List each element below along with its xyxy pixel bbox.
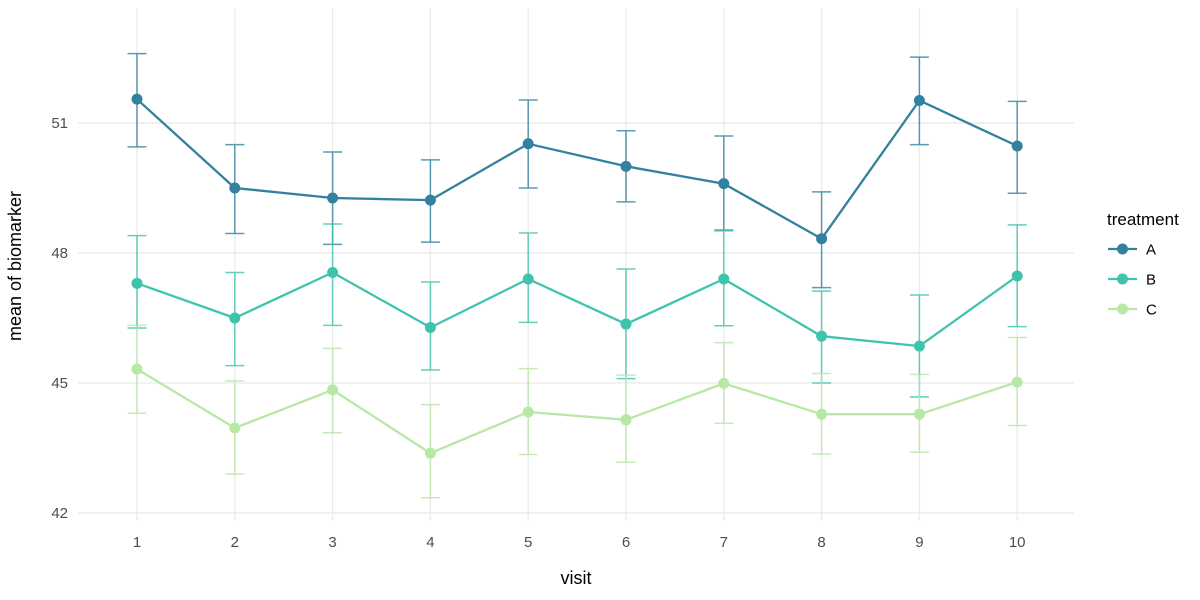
series-line (136, 271, 1018, 348)
data-point (131, 277, 143, 289)
y-tick-label: 42 (51, 505, 68, 522)
y-tick-label: 51 (51, 115, 68, 132)
legend-key-point (1117, 303, 1128, 315)
legend-item-label: B (1146, 271, 1156, 288)
data-point (913, 340, 925, 352)
data-point (327, 266, 339, 278)
legend-key-point (1117, 243, 1128, 255)
data-point (522, 138, 534, 150)
data-point (424, 194, 436, 206)
data-point (131, 93, 143, 105)
data-point (816, 233, 828, 245)
series-C (127, 324, 1027, 499)
legend-item-A: A (1108, 241, 1156, 258)
data-point (620, 160, 632, 172)
legend-item-label: A (1146, 241, 1156, 258)
data-point (522, 273, 534, 285)
x-tick-label: 4 (426, 534, 434, 551)
data-point (424, 447, 436, 459)
x-tick-label: 1 (133, 534, 141, 551)
data-point (229, 312, 241, 324)
legend-key-point (1117, 273, 1128, 285)
legend-item-B: B (1108, 271, 1156, 288)
legend-item-C: C (1108, 301, 1157, 318)
data-point (327, 192, 339, 204)
data-point (1011, 140, 1023, 152)
legend-title: treatment (1107, 210, 1179, 229)
series-B (127, 223, 1027, 398)
data-point (620, 414, 632, 426)
data-point (131, 363, 143, 375)
data-point (424, 322, 436, 334)
series-line (136, 368, 1018, 455)
data-point (718, 273, 730, 285)
data-point (1011, 376, 1023, 388)
x-axis-title: visit (561, 568, 592, 588)
data-point (327, 384, 339, 396)
x-tick-label: 7 (720, 534, 728, 551)
legend-item-label: C (1146, 301, 1157, 318)
y-axis-title: mean of biomarker (5, 191, 25, 341)
series-line (136, 98, 1018, 241)
data-point (1011, 270, 1023, 282)
data-point (522, 406, 534, 418)
series-A (127, 52, 1027, 289)
legend-keys: ABC (1108, 241, 1157, 318)
y-tick-label: 45 (51, 375, 68, 392)
x-tick-label: 6 (622, 534, 630, 551)
data-point (718, 377, 730, 389)
x-tick-label: 3 (328, 534, 336, 551)
x-tick-label: 5 (524, 534, 532, 551)
series-layer (127, 52, 1027, 499)
x-tick-label: 8 (817, 534, 825, 551)
gridlines (78, 8, 1074, 521)
data-point (913, 94, 925, 106)
y-tick-label: 48 (51, 245, 68, 262)
legend: treatment ABC (1107, 210, 1179, 318)
data-point (229, 182, 241, 194)
data-point (816, 330, 828, 342)
x-tick-label: 2 (231, 534, 239, 551)
data-point (913, 408, 925, 420)
x-tick-label: 9 (915, 534, 923, 551)
data-point (718, 178, 730, 190)
data-point (229, 422, 241, 434)
data-point (620, 318, 632, 330)
data-point (816, 408, 828, 420)
x-tick-label: 10 (1009, 534, 1026, 551)
